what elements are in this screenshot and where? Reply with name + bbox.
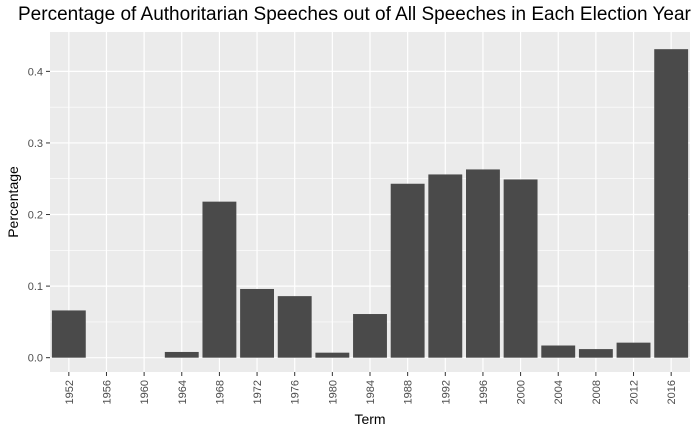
x-tick-label: 1996 (478, 380, 490, 404)
bar-1984 (353, 314, 387, 358)
bar-1992 (428, 174, 463, 358)
bar-1964 (164, 351, 199, 358)
bar-2016 (654, 49, 689, 358)
bar-1988 (390, 183, 425, 358)
x-tick-label: 1956 (101, 380, 113, 404)
x-tick-label: 1992 (440, 380, 452, 404)
bar-2012 (616, 342, 651, 358)
x-tick-label: 1984 (365, 380, 377, 404)
x-axis: 1952 1956 1960 1964 1968 1972 1976 1980 1984 1988… (64, 372, 678, 404)
x-tick-label: 1964 (177, 380, 189, 404)
bar-1952 (51, 310, 86, 358)
bar-1980 (315, 352, 350, 358)
bar-2000 (503, 179, 538, 358)
x-tick-label: 1952 (64, 380, 76, 404)
x-tick-label: 2012 (629, 380, 641, 404)
bar-2008 (578, 349, 613, 358)
x-axis-title: Term (354, 411, 385, 427)
x-tick-label: 1988 (403, 380, 415, 404)
y-tick-label: 0.1 (28, 281, 43, 293)
x-tick-label: 1976 (290, 380, 302, 404)
y-axis-title: Percentage (5, 166, 21, 238)
bars (51, 49, 689, 358)
y-tick-label: 0.2 (28, 210, 43, 222)
chart-title: Percentage of Authoritarian Speeches out… (18, 4, 691, 25)
bar-1972 (240, 288, 274, 358)
bar-1976 (277, 296, 312, 358)
y-tick-label: 0.3 (28, 138, 43, 150)
x-tick-label: 1960 (139, 380, 151, 404)
x-tick-label: 1972 (252, 380, 264, 404)
x-tick-label: 2000 (516, 380, 528, 404)
y-tick-label: 0.0 (28, 353, 43, 365)
y-tick-label: 0.4 (28, 66, 43, 78)
x-tick-label: 1980 (327, 380, 339, 404)
x-tick-label: 2004 (553, 380, 565, 404)
x-tick-label: 1968 (214, 380, 226, 404)
x-tick-label: 2008 (591, 380, 603, 404)
x-tick-label: 2016 (666, 380, 678, 404)
y-axis: 0.0 0.1 0.2 0.3 0.4 (28, 66, 50, 365)
bar-1968 (202, 201, 237, 358)
bar-1996 (466, 169, 500, 358)
bar-2004 (541, 345, 576, 358)
